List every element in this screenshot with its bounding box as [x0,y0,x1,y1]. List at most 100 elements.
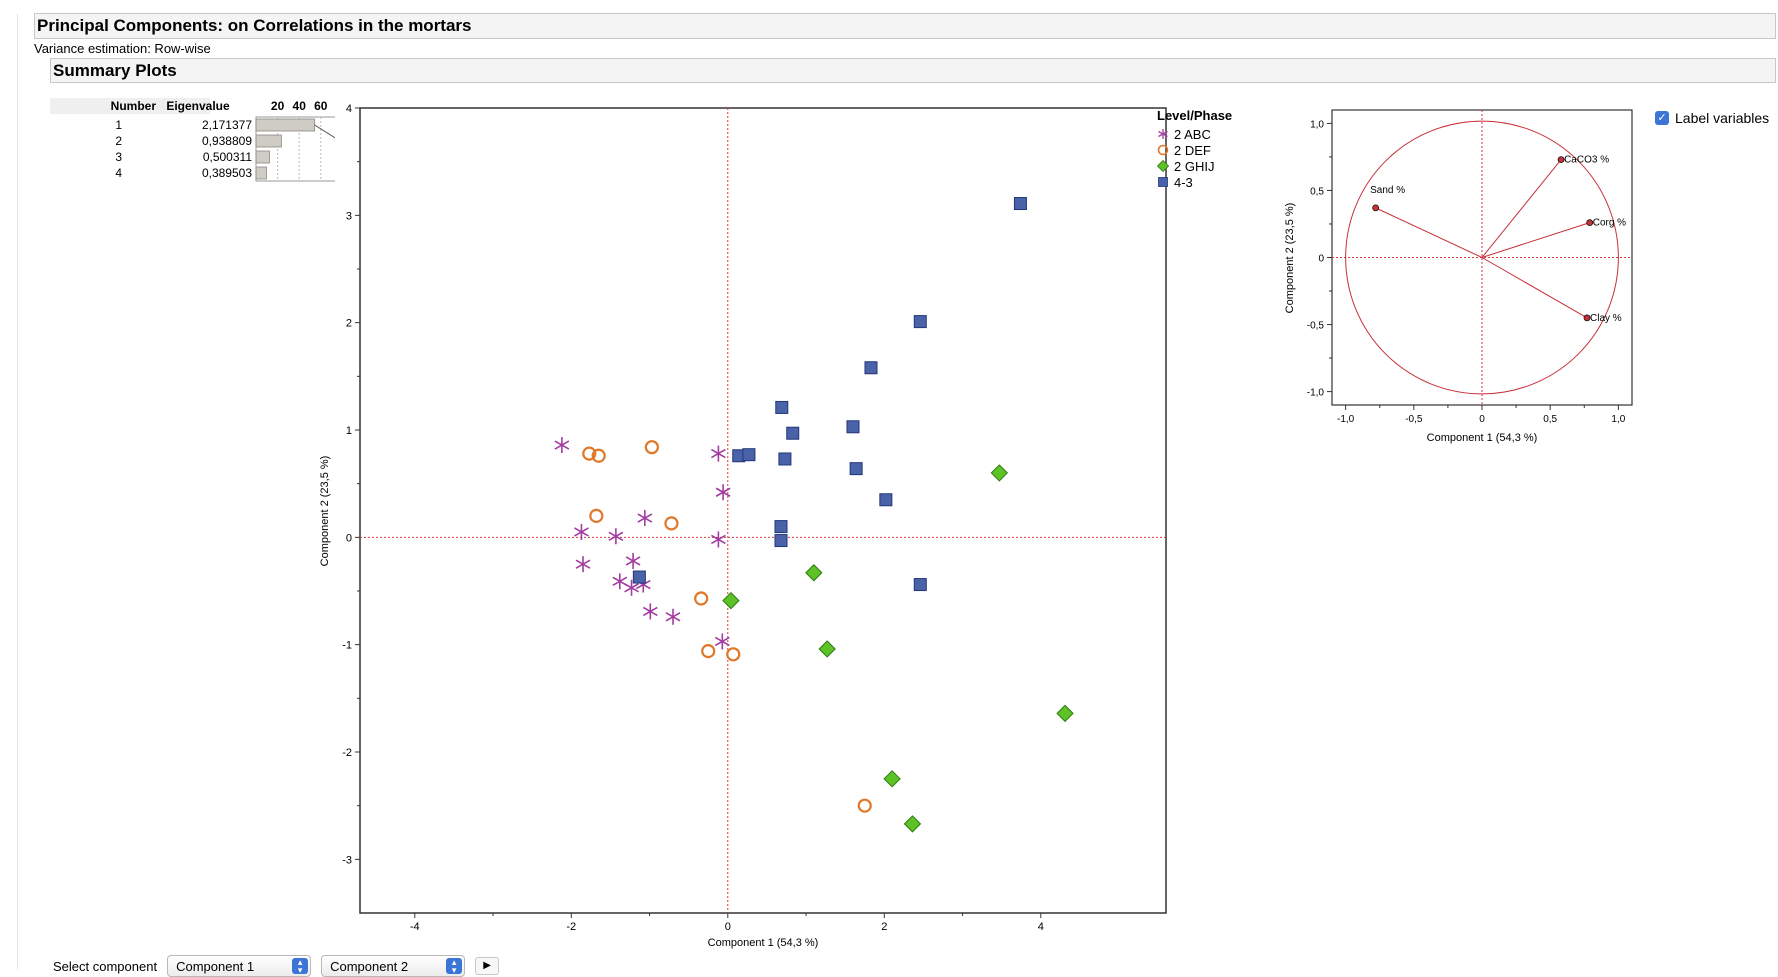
component-2-select[interactable]: Component 2 ▴ ▾ [321,955,466,977]
y-tick-label: -1 [342,640,352,652]
asterisk-point[interactable] [624,579,639,596]
loading-plot[interactable]: -1,0 -0,5 0 0,5 1,0 -1,0 -0,5 0 0,5 1,0 Sand % CaC… [1276,100,1636,450]
legend-label: 2 GHIJ [1174,158,1215,174]
diamond-point[interactable] [1056,704,1074,723]
component-2-value: Component 2 [330,958,409,974]
percent-tick-label: 20 [271,99,285,113]
square-point[interactable] [849,462,863,476]
percent-tick-label: 60 [314,99,328,113]
square-point[interactable] [774,534,788,548]
legend-item-4-3[interactable]: 4-3 [1157,174,1232,190]
asterisk-stroke [637,513,653,523]
square-point[interactable] [632,570,646,584]
asterisk-point[interactable] [637,510,653,527]
circle-point[interactable] [644,440,659,455]
asterisk-stroke [710,448,726,459]
asterisk-point[interactable] [710,531,726,548]
y-tick-label: 0,5 [1310,186,1324,197]
eigen-percent-bar [255,150,270,164]
loading-point[interactable] [1557,156,1565,164]
square-point[interactable] [775,400,789,414]
square-point[interactable] [786,426,800,440]
loading-point[interactable] [1372,204,1380,212]
loading-point[interactable] [1586,219,1594,227]
y-tick-label: 3 [346,210,352,222]
diamond-point[interactable] [818,640,836,658]
cumulative-curve [314,124,335,139]
legend-item-2-ghij[interactable]: 2 GHIJ [1157,158,1232,174]
loading-vectors[interactable]: Sand % CaCO3 % Corg % Clay % [1370,155,1626,324]
square-point[interactable] [1013,197,1027,211]
eigen-row-value: 0,938809 [202,134,252,148]
asterisk-point[interactable] [665,608,681,625]
asterisk-point[interactable] [642,603,658,620]
asterisk-point[interactable] [710,445,726,462]
score-y-axis-label: Component 2 (23,5 %) [319,456,331,567]
play-arrow-button[interactable]: ▶ [475,957,500,975]
x-tick-label: 4 [1038,921,1044,933]
loading-vector[interactable] [1481,159,1562,258]
legend-item-2-abc[interactable]: 2 ABC [1157,126,1232,142]
circle-point[interactable] [726,647,741,662]
asterisk-point[interactable] [574,523,589,540]
circle-point[interactable] [857,798,872,813]
label-variables-text: Label variables [1675,110,1770,126]
square-point[interactable] [913,315,927,329]
eigen-row-number: 3 [115,150,122,164]
loading-vector[interactable] [1481,257,1588,319]
circle-point[interactable] [591,448,606,463]
loading-vector[interactable] [1481,222,1590,258]
diamond-point[interactable] [883,770,901,788]
y-tick-label: -3 [342,854,352,866]
report-title[interactable]: Principal Components: on Correlations in… [34,13,1776,39]
asterisk-point[interactable] [715,484,731,501]
circle-point[interactable] [694,591,709,606]
eigen-percent-bar [255,118,316,132]
legend-item-2-def[interactable]: 2 DEF [1157,142,1232,158]
checkmark-icon[interactable]: ✓ [1655,111,1669,125]
loading-vector[interactable] [1375,207,1483,258]
asterisk-point[interactable] [625,552,641,569]
square-point[interactable] [774,520,788,534]
eigen-row-value: 2,171377 [202,118,252,132]
square-point[interactable] [864,361,878,375]
variance-estimation-text: Variance estimation: Row-wise [34,41,211,56]
square-point[interactable] [913,578,927,592]
asterisk-stroke [715,487,731,497]
diamond-point[interactable] [722,591,740,610]
eigen-row-number: 2 [115,134,122,148]
y-tick-label: -1,0 [1307,388,1325,399]
circle-point[interactable] [589,508,604,523]
asterisk-stroke [635,579,651,590]
asterisk-point[interactable] [608,528,624,545]
diamond-point[interactable] [990,464,1009,482]
asterisk-stroke [710,534,726,545]
component-1-select[interactable]: Component 1 ▴ ▾ [167,955,312,977]
asterisk-stroke [612,576,628,587]
loading-label: CaCO3 % [1564,155,1609,166]
circle-point[interactable] [582,446,597,461]
diamond-point[interactable] [903,815,922,833]
asterisk-stroke [554,440,570,450]
asterisk-point[interactable] [714,633,730,650]
square-point[interactable] [846,420,860,434]
asterisk-stroke [575,559,591,569]
asterisk-stroke [714,636,730,647]
select-component-row: Select component Component 1 ▴ ▾ Componen… [53,955,500,977]
y-tick-label: 4 [346,103,352,115]
diamond-point[interactable] [805,564,823,582]
asterisk-point[interactable] [554,437,570,454]
circle-point[interactable] [701,644,716,659]
percent-tick-labels: 20406080 [271,99,328,113]
loading-point[interactable] [1583,314,1591,322]
summary-plots-header[interactable]: Summary Plots [50,58,1776,83]
square-point[interactable] [879,493,893,507]
circle-point[interactable] [664,516,679,531]
asterisk-point[interactable] [575,556,591,573]
score-plot-points[interactable] [554,197,1074,833]
square-point[interactable] [778,452,792,466]
square-point[interactable] [742,448,756,462]
legend-label: 4-3 [1174,174,1193,190]
label-variables-checkbox[interactable]: ✓ Label variables [1655,110,1769,126]
